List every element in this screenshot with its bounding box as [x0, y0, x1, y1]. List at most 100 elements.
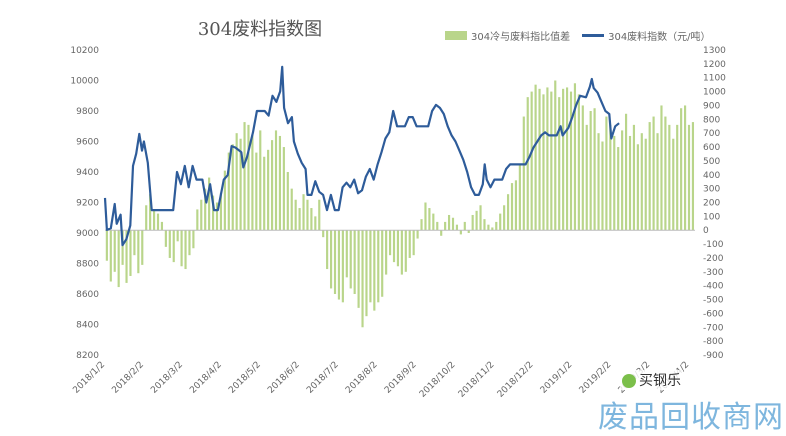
x-axis-tick-label: 2018/6/2: [266, 360, 302, 396]
bar-mark: [267, 149, 270, 231]
bar-mark: [676, 124, 679, 231]
brand-icon: [622, 374, 636, 388]
bar-mark: [322, 230, 325, 238]
bar-mark: [412, 230, 415, 256]
bar-mark: [125, 230, 128, 283]
bar-mark: [196, 209, 199, 231]
bar-mark: [463, 221, 466, 231]
right-axis-tick-label: -100: [703, 240, 724, 250]
bar-mark: [105, 230, 108, 261]
bar-mark: [483, 219, 486, 231]
bar-mark: [152, 209, 156, 231]
left-axis-tick-label: 8800: [76, 260, 99, 270]
bar-mark: [565, 87, 569, 231]
x-axis-tick-label: 2018/1/2: [71, 360, 107, 396]
bar-mark: [479, 205, 482, 231]
left-axis-tick-label: 8200: [76, 351, 99, 361]
bar-mark: [176, 230, 179, 242]
bar-mark: [270, 140, 274, 231]
bar-mark: [573, 83, 577, 231]
bar-mark: [156, 213, 160, 231]
bar-mark: [672, 138, 675, 231]
bar-mark: [624, 113, 628, 231]
bar-mark: [609, 124, 612, 231]
bar-mark: [215, 202, 219, 231]
bar-mark: [577, 94, 580, 231]
bar-mark: [404, 230, 407, 272]
bar-mark: [392, 230, 396, 263]
x-axis-tick-label: 2018/12/2: [496, 360, 536, 400]
bar-mark: [333, 230, 337, 294]
bar-mark: [329, 230, 333, 289]
legend-bar-swatch: [445, 31, 467, 40]
bar-mark: [121, 230, 124, 265]
left-axis-tick-label: 9200: [76, 199, 99, 209]
bar-mark: [282, 147, 285, 231]
bar-mark: [640, 133, 643, 231]
bar-mark: [585, 124, 588, 231]
bar-mark: [141, 230, 144, 265]
x-axis-tick-label: 2019/1/2: [539, 360, 575, 396]
bar-mark: [306, 199, 309, 231]
bar-mark: [680, 108, 683, 231]
right-axis-tick-label: 800: [703, 115, 720, 125]
bar-mark: [164, 230, 167, 247]
bar-mark: [145, 205, 148, 231]
bar-mark: [475, 210, 478, 231]
bar-mark: [208, 177, 211, 231]
bar-mark: [644, 138, 647, 231]
bar-mark: [353, 230, 356, 294]
bar-mark: [349, 230, 352, 289]
bar-mark: [314, 216, 317, 231]
left-axis-tick-label: 10200: [70, 46, 99, 56]
bar-mark: [628, 135, 632, 231]
bar-mark: [617, 147, 620, 231]
bar-mark: [518, 163, 521, 231]
right-axis-tick-label: 400: [703, 171, 720, 181]
bar-mark: [227, 152, 230, 231]
bar-mark: [235, 133, 238, 231]
right-axis-tick-label: 600: [703, 143, 720, 153]
bar-mark: [117, 230, 120, 288]
bar-mark: [613, 135, 616, 231]
bar-mark: [455, 224, 459, 231]
bar-mark: [546, 87, 549, 231]
right-axis-tick-label: 1200: [703, 60, 726, 70]
right-axis-tick-label: 1000: [703, 88, 726, 98]
bar-mark: [668, 124, 671, 231]
legend: 304冷与废料指比值差 304废料指数（元/吨）: [445, 28, 711, 43]
right-axis-tick-label: 1100: [703, 74, 726, 84]
bar-mark: [192, 230, 195, 249]
bar-mark: [109, 230, 112, 282]
left-axis-tick-label: 9800: [76, 107, 99, 117]
right-axis-tick-label: -600: [703, 309, 724, 319]
bar-mark: [510, 183, 514, 231]
bar-mark: [597, 133, 600, 231]
bar-mark: [621, 130, 624, 231]
bar-mark: [589, 111, 592, 231]
right-axis-tick-label: 200: [703, 199, 720, 209]
bar-mark: [648, 122, 651, 231]
bar-mark: [593, 108, 596, 231]
bar-mark: [373, 230, 376, 311]
x-axis-tick-label: 2018/10/2: [418, 360, 458, 400]
bar-mark: [664, 116, 667, 231]
bar-mark: [554, 80, 557, 231]
bar-mark: [302, 194, 305, 231]
bar-mark: [365, 230, 368, 317]
right-axis-tick-label: -200: [703, 254, 724, 264]
bar-mark: [133, 230, 136, 256]
x-axis-tick-label: 2018/11/2: [457, 360, 497, 400]
bar-mark: [388, 230, 392, 256]
bar-mark: [369, 230, 372, 303]
bar-mark: [569, 91, 573, 231]
bar-mark: [487, 224, 490, 231]
chart-title: 304废料指数图: [197, 19, 323, 40]
legend-line-swatch: [582, 34, 605, 37]
bar-mark: [223, 170, 226, 231]
bar-mark: [310, 208, 313, 231]
bar-mark: [447, 214, 451, 231]
bar-mark: [499, 213, 502, 231]
x-axis-tick-label: 2018/4/2: [188, 360, 224, 396]
